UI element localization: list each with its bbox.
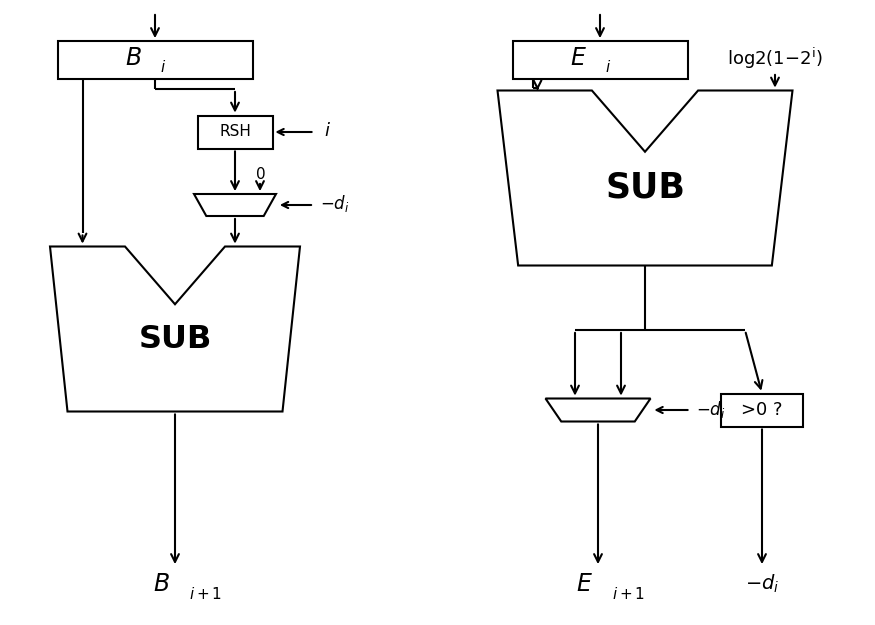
Bar (58, 41, 253, 79)
Text: $B$: $B$ (152, 572, 170, 596)
Text: SUB: SUB (605, 171, 685, 205)
Text: SUB: SUB (138, 324, 212, 354)
Text: $E$: $E$ (570, 46, 586, 70)
Polygon shape (498, 91, 793, 266)
Text: $E$: $E$ (576, 572, 592, 596)
Bar (198, 116, 272, 149)
Text: $\mathrm{log2(1{-}2^i)}$: $\mathrm{log2(1{-}2^i)}$ (727, 46, 822, 71)
Text: $-d_i$: $-d_i$ (696, 399, 726, 419)
Text: $B$: $B$ (124, 46, 142, 70)
Polygon shape (545, 399, 650, 421)
Text: $i+1$: $i+1$ (612, 586, 645, 602)
Text: $-d_i$: $-d_i$ (320, 194, 350, 214)
Text: $i$: $i$ (605, 59, 611, 75)
Bar (721, 394, 803, 426)
Polygon shape (194, 194, 276, 216)
Polygon shape (50, 246, 300, 411)
Text: $i$: $i$ (160, 59, 166, 75)
Text: $i+1$: $i+1$ (189, 586, 222, 602)
Text: RSH: RSH (219, 124, 251, 139)
Text: $0$: $0$ (255, 166, 265, 182)
Text: $-d_i$: $-d_i$ (745, 573, 780, 595)
Text: $i$: $i$ (325, 122, 332, 140)
Bar (513, 41, 688, 79)
Text: >0 ?: >0 ? (741, 401, 783, 419)
